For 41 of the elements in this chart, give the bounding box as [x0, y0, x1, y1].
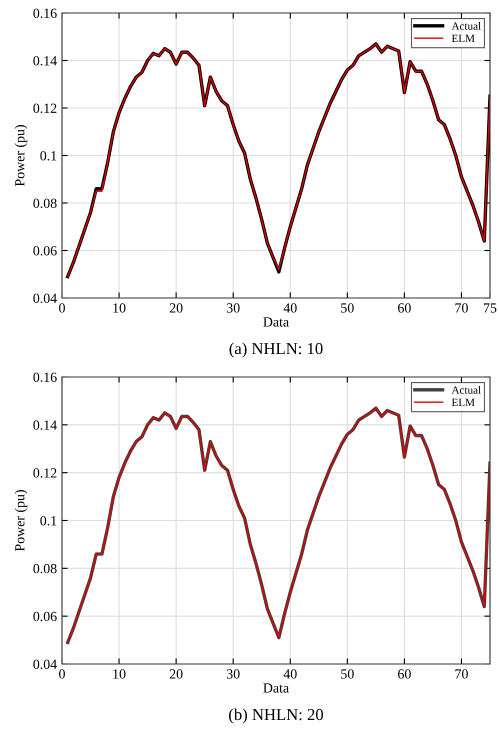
x-tick-label: 40: [284, 303, 297, 313]
x-tick-label: 20: [170, 669, 183, 679]
x-tick-label: 10: [113, 669, 126, 679]
x-tick-label: 0: [59, 303, 65, 313]
legend-label: ELM: [452, 34, 475, 42]
x-tick-label: 10: [113, 303, 126, 313]
y-tick-label: 0.04: [33, 294, 57, 304]
legend-label: Actual: [452, 22, 481, 30]
x-axis-title: Data: [263, 683, 289, 693]
y-tick-label: 0.14: [33, 56, 57, 66]
x-tick-label: 70: [455, 303, 468, 313]
y-tick-label: 0.16: [33, 8, 57, 18]
y-tick-label: 0.14: [33, 420, 57, 430]
x-tick-label: 30: [226, 303, 240, 313]
y-tick-label: 0.12: [33, 468, 56, 478]
x-tick-label: 0: [59, 669, 65, 679]
y-tick-label: 0.16: [33, 372, 57, 382]
y-tick-label: 0.1: [40, 516, 56, 526]
y-tick-label: 0.06: [33, 246, 57, 256]
x-tick-label: 60: [398, 669, 411, 679]
y-tick-label: 0.04: [33, 660, 57, 670]
y-tick-label: 0.12: [33, 104, 56, 114]
x-tick-label: 50: [341, 669, 354, 679]
x-tick-label: 50: [341, 303, 354, 313]
x-tick-label: 20: [170, 303, 183, 313]
text: (a) NHLN: 10: [230, 342, 323, 358]
x-tick-label: 70: [455, 669, 468, 679]
y-tick-label: 0.08: [33, 564, 57, 574]
x-tick-label: 30: [226, 669, 240, 679]
x-tick-label: 40: [284, 669, 297, 679]
legend-label: Actual: [452, 386, 481, 394]
legend-label: ELM: [452, 398, 475, 406]
y-axis-title: Power (pu): [14, 490, 28, 552]
y-tick-label: 0.1: [40, 151, 56, 161]
text: (b) NHLN: 20: [229, 708, 324, 724]
x-tick-label: 60: [398, 303, 411, 313]
x-axis-title: Data: [263, 317, 289, 327]
x-tick-label: 75: [484, 303, 496, 313]
y-tick-label: 0.06: [33, 612, 57, 622]
y-tick-label: 0.08: [33, 198, 57, 208]
y-axis-title: Power (pu): [14, 125, 28, 186]
